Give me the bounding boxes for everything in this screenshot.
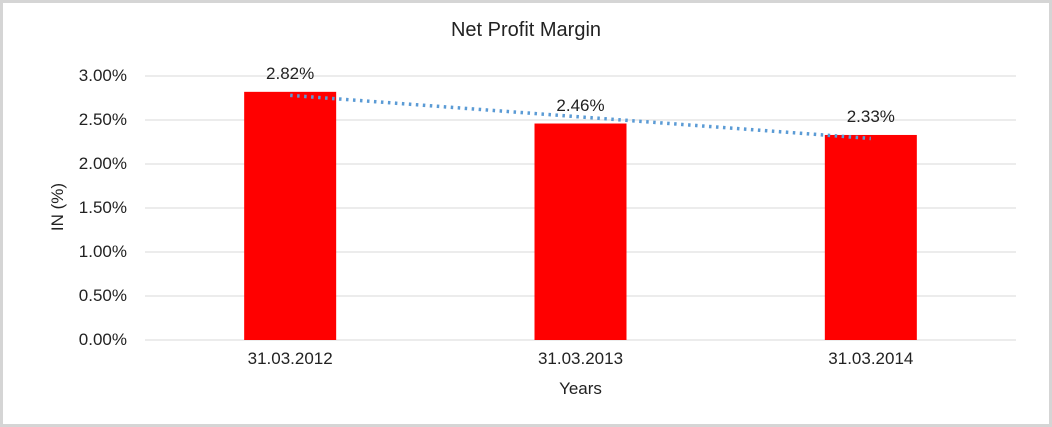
- y-axis-tick-label: 0.00%: [78, 330, 127, 349]
- y-axis-tick-label: 2.00%: [78, 154, 127, 173]
- y-axis-tick-label: 0.50%: [78, 286, 127, 305]
- x-axis-title: Years: [559, 379, 602, 398]
- trendline: [290, 93, 871, 141]
- y-axis-tick-label: 2.50%: [78, 110, 127, 129]
- bar-data-label: 2.82%: [266, 63, 315, 83]
- y-axis-tick-label: 1.00%: [78, 242, 127, 261]
- bar-31.03.2014: [824, 134, 917, 340]
- y-axis-tick-label: 3.00%: [78, 66, 127, 85]
- bar-31.03.2013: [534, 123, 627, 341]
- plot-area: [145, 75, 1016, 341]
- x-category-label: 31.03.2012: [247, 349, 333, 368]
- bar-data-label: 2.46%: [556, 95, 605, 115]
- chart-title: Net Profit Margin: [450, 19, 602, 41]
- bar-data-label: 2.33%: [846, 106, 895, 126]
- bar-31.03.2012: [244, 91, 337, 340]
- x-category-label: 31.03.2013: [537, 349, 624, 368]
- y-axis-tick-label: 1.50%: [78, 198, 127, 217]
- x-category-label: 31.03.2014: [828, 349, 914, 368]
